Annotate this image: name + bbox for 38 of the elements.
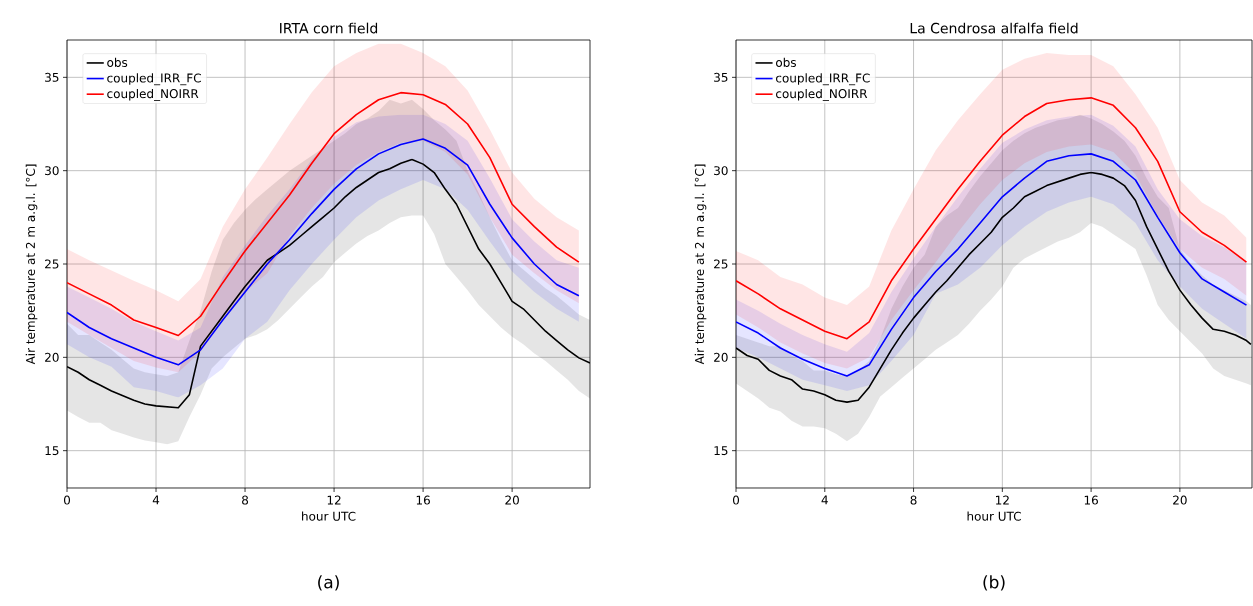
text: (a): [318, 575, 339, 591]
x-tick-label: 0: [63, 495, 71, 505]
y-tick-label: 25: [45, 259, 59, 269]
x-tick-label: 20: [505, 495, 519, 505]
chart-title: La Cendrosa alfalfa field: [910, 22, 1078, 34]
y-tick-label: 20: [45, 352, 59, 362]
x-tick-label: 12: [996, 495, 1009, 505]
line-series: [67, 138, 580, 366]
legend-label: obs: [107, 57, 128, 67]
y-tick-label: 15: [45, 446, 59, 456]
x-tick-label: 16: [416, 495, 430, 505]
x-tick-label: 4: [821, 495, 828, 505]
y-tick-label: 30: [714, 166, 728, 176]
x-tick-label: 8: [242, 495, 249, 505]
legend-label: coupled_NOIRR: [776, 88, 868, 101]
x-tick-label: 20: [1173, 495, 1187, 505]
x-axis-title: hour UTC: [967, 511, 1021, 521]
y-axis-title: Air temperature at 2 m a.g.l. [°C]: [25, 164, 38, 365]
y-tick-label: 35: [45, 72, 59, 82]
x-axis-title: hour UTC: [302, 511, 356, 521]
x-tick-label: 16: [1084, 495, 1098, 505]
legend-label: coupled_IRR_FC: [107, 73, 201, 86]
y-tick-label: 20: [714, 352, 728, 362]
x-tick-label: 0: [732, 495, 740, 505]
y-tick-label: 15: [714, 446, 728, 456]
line-series: [736, 153, 1248, 377]
y-tick-label: 25: [714, 259, 728, 269]
x-tick-label: 8: [910, 495, 917, 505]
legend-label: obs: [776, 57, 796, 67]
y-tick-label: 35: [714, 72, 728, 82]
x-tick-label: 4: [152, 495, 160, 505]
y-tick-label: 30: [45, 166, 59, 176]
chart-title: IRTA corn field: [280, 22, 378, 34]
y-axis-title: Air temperature at 2 m a.g.l. [°C]: [694, 164, 707, 365]
legend-label: coupled_IRR_FC: [776, 73, 870, 86]
legend-label: coupled_NOIRR: [107, 88, 199, 101]
x-tick-label: 12: [327, 495, 341, 505]
text: (b): [983, 575, 1005, 591]
